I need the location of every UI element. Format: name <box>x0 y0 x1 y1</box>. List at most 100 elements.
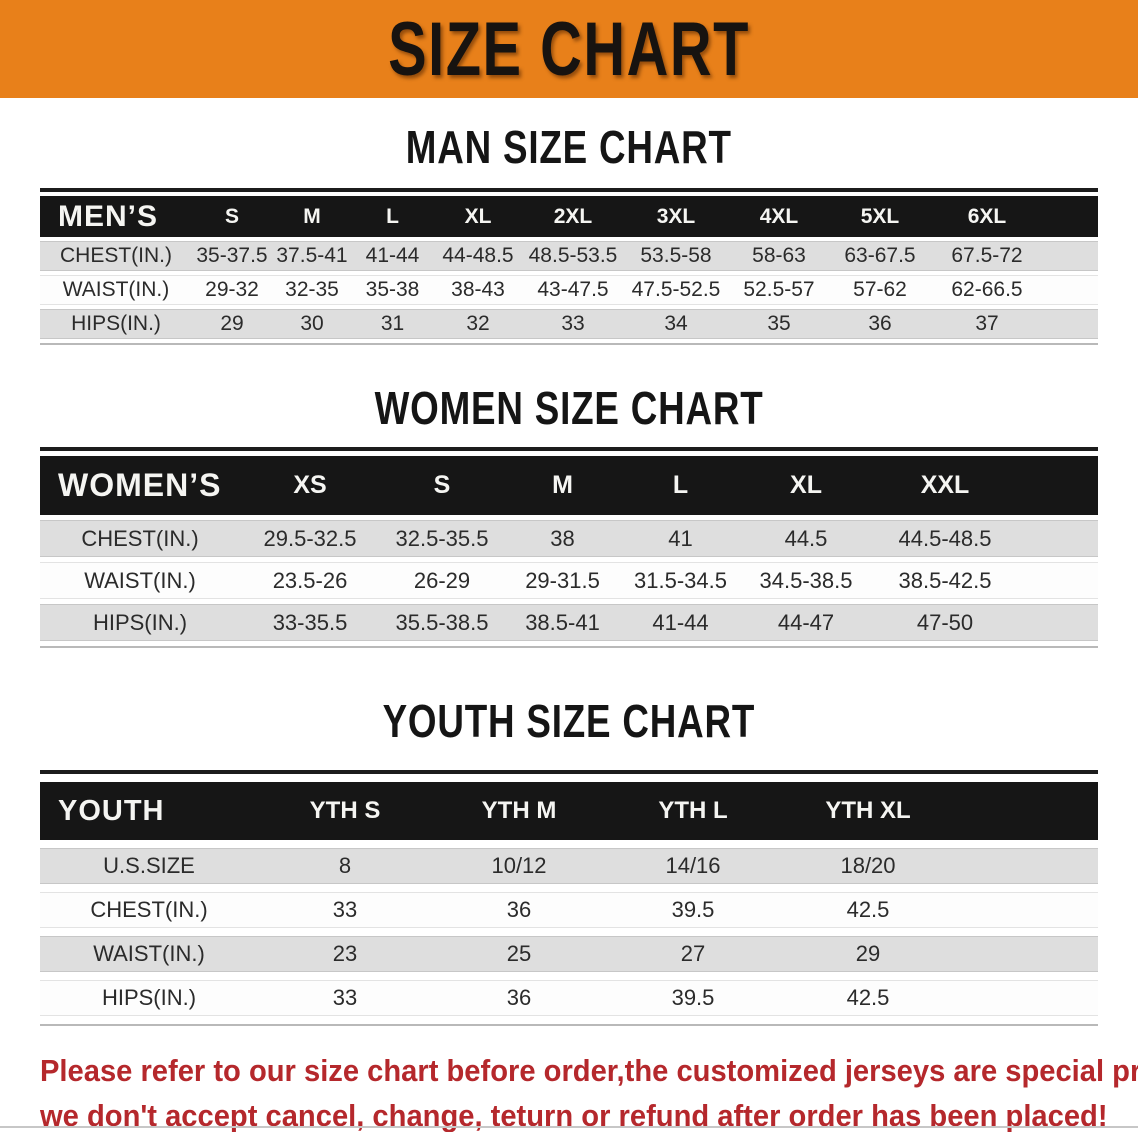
size-value-cell: 38.5-41 <box>504 604 621 641</box>
spacer-cell <box>1018 604 1098 641</box>
table-row: HIPS(IN.) 33 36 39.5 42.5 <box>40 980 1098 1016</box>
size-value-cell: 44.5-48.5 <box>872 520 1018 557</box>
size-value-cell: 38-43 <box>433 275 523 305</box>
size-value-cell: 29-31.5 <box>504 562 621 599</box>
women-header-row: WOMEN’S XS S M L XL XXL <box>40 456 1098 515</box>
size-value-cell: 29.5-32.5 <box>240 520 380 557</box>
size-value-cell: 34 <box>623 309 729 339</box>
size-value-cell: 39.5 <box>606 892 780 928</box>
size-value-cell: 8 <box>258 848 432 884</box>
size-column-header: 3XL <box>623 196 729 237</box>
measurement-label: HIPS(IN.) <box>40 309 192 339</box>
size-column-header: YTH L <box>606 782 780 840</box>
size-value-cell: 36 <box>829 309 931 339</box>
spacer-cell <box>956 782 1098 840</box>
measurement-label: WAIST(IN.) <box>40 562 240 599</box>
size-column-header: XS <box>240 456 380 515</box>
size-value-cell: 26-29 <box>380 562 504 599</box>
size-value-cell: 35 <box>729 309 829 339</box>
size-column-header: 2XL <box>523 196 623 237</box>
size-column-header: YTH S <box>258 782 432 840</box>
size-column-header: M <box>272 196 352 237</box>
size-value-cell: 36 <box>432 980 606 1016</box>
men-size-table: MEN’S S M L XL 2XL 3XL 4XL 5XL 6XL CHEST(IN.) 35-37… <box>40 192 1098 343</box>
spacer-cell <box>956 980 1098 1016</box>
size-column-header: XL <box>433 196 523 237</box>
spacer-cell <box>956 936 1098 972</box>
size-value-cell: 38 <box>504 520 621 557</box>
size-value-cell: 32 <box>433 309 523 339</box>
women-size-table: WOMEN’S XS S M L XL XXL CHEST(IN.) 29.5-32.5 32.5… <box>40 451 1098 646</box>
size-value-cell: 38.5-42.5 <box>872 562 1018 599</box>
size-value-cell: 31.5-34.5 <box>621 562 740 599</box>
size-value-cell: 37.5-41 <box>272 241 352 271</box>
size-column-header: L <box>352 196 433 237</box>
size-value-cell: 52.5-57 <box>729 275 829 305</box>
size-value-cell: 29 <box>192 309 272 339</box>
size-value-cell: 32.5-35.5 <box>380 520 504 557</box>
table-row: WAIST(IN.) 29-32 32-35 35-38 38-43 43-47.5 47.… <box>40 275 1098 305</box>
size-value-cell: 44.5 <box>740 520 872 557</box>
table-row: U.S.SIZE 8 10/12 14/16 18/20 <box>40 848 1098 884</box>
spacer-cell <box>1018 520 1098 557</box>
table-row: WAIST(IN.) 23 25 27 29 <box>40 936 1098 972</box>
size-column-header: L <box>621 456 740 515</box>
spacer-cell <box>1018 562 1098 599</box>
youth-size-table-container: YOUTH YTH S YTH M YTH L YTH XL U.S.SIZE 8 10/12… <box>40 770 1098 1026</box>
size-value-cell: 43-47.5 <box>523 275 623 305</box>
measurement-label: U.S.SIZE <box>40 848 258 884</box>
size-value-cell: 57-62 <box>829 275 931 305</box>
size-value-cell: 23.5-26 <box>240 562 380 599</box>
women-section-heading-text: WOMEN SIZE CHART <box>374 382 764 434</box>
size-value-cell: 33 <box>523 309 623 339</box>
table-row: WAIST(IN.) 23.5-26 26-29 29-31.5 31.5-34.5 34… <box>40 562 1098 599</box>
size-value-cell: 31 <box>352 309 433 339</box>
size-value-cell: 34.5-38.5 <box>740 562 872 599</box>
size-value-cell: 14/16 <box>606 848 780 884</box>
size-value-cell: 36 <box>432 892 606 928</box>
youth-size-table: YOUTH YTH S YTH M YTH L YTH XL U.S.SIZE 8 10/12… <box>40 774 1098 1024</box>
women-table-title-cell: WOMEN’S <box>40 456 240 515</box>
size-column-header: 5XL <box>829 196 931 237</box>
women-section-heading: WOMEN SIZE CHART <box>0 385 1138 431</box>
men-header-row: MEN’S S M L XL 2XL 3XL 4XL 5XL 6XL <box>40 196 1098 237</box>
size-value-cell: 33-35.5 <box>240 604 380 641</box>
table-row: CHEST(IN.) 33 36 39.5 42.5 <box>40 892 1098 928</box>
size-value-cell: 32-35 <box>272 275 352 305</box>
youth-table-title-cell: YOUTH <box>40 782 258 840</box>
size-value-cell: 30 <box>272 309 352 339</box>
spacer-cell <box>956 848 1098 884</box>
spacer-cell <box>1043 241 1098 271</box>
spacer-cell <box>1018 456 1098 515</box>
spacer-cell <box>1043 275 1098 305</box>
size-value-cell: 47.5-52.5 <box>623 275 729 305</box>
size-value-cell: 29 <box>780 936 956 972</box>
size-value-cell: 41 <box>621 520 740 557</box>
measurement-label: CHEST(IN.) <box>40 520 240 557</box>
measurement-label: HIPS(IN.) <box>40 604 240 641</box>
youth-section-heading-text: YOUTH SIZE CHART <box>382 695 756 747</box>
disclaimer-line-1: Please refer to our size chart before or… <box>40 1053 1138 1088</box>
men-section-heading-text: MAN SIZE CHART <box>405 121 733 173</box>
table-row: HIPS(IN.) 33-35.5 35.5-38.5 38.5-41 41-44 44-… <box>40 604 1098 641</box>
size-value-cell: 10/12 <box>432 848 606 884</box>
men-table-title-cell: MEN’S <box>40 196 192 237</box>
size-value-cell: 29-32 <box>192 275 272 305</box>
table-row: HIPS(IN.) 29 30 31 32 33 34 35 36 37 <box>40 309 1098 339</box>
size-value-cell: 33 <box>258 892 432 928</box>
youth-section-heading: YOUTH SIZE CHART <box>0 698 1138 744</box>
bottom-divider <box>0 1126 1138 1128</box>
size-column-header: XL <box>740 456 872 515</box>
size-column-header: XXL <box>872 456 1018 515</box>
women-size-table-container: WOMEN’S XS S M L XL XXL CHEST(IN.) 29.5-32.5 32.5… <box>40 447 1098 648</box>
size-value-cell: 44-48.5 <box>433 241 523 271</box>
size-value-cell: 18/20 <box>780 848 956 884</box>
disclaimer-text: Please refer to our size chart before or… <box>40 1048 1138 1132</box>
size-value-cell: 37 <box>931 309 1043 339</box>
size-value-cell: 58-63 <box>729 241 829 271</box>
size-value-cell: 41-44 <box>621 604 740 641</box>
measurement-label: WAIST(IN.) <box>40 275 192 305</box>
table-row: CHEST(IN.) 29.5-32.5 32.5-35.5 38 41 44.5 44.5… <box>40 520 1098 557</box>
size-value-cell: 44-47 <box>740 604 872 641</box>
